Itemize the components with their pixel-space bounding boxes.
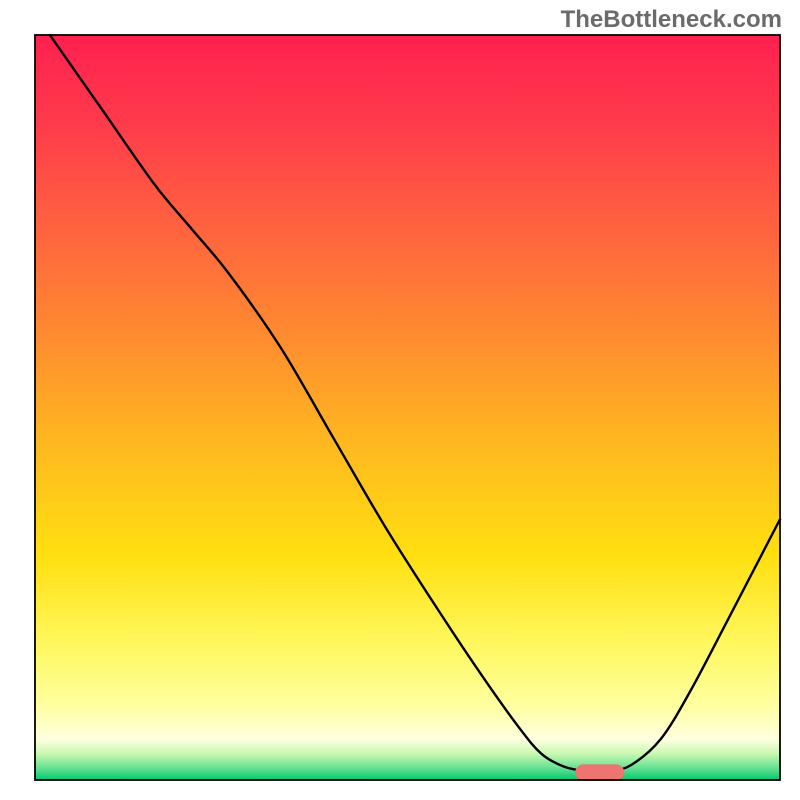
chart-root: TheBottleneck.com [0,0,800,800]
minimum-marker [575,764,624,780]
plot-background [35,35,780,780]
bottleneck-chart [0,0,800,800]
watermark-text: TheBottleneck.com [561,6,782,34]
